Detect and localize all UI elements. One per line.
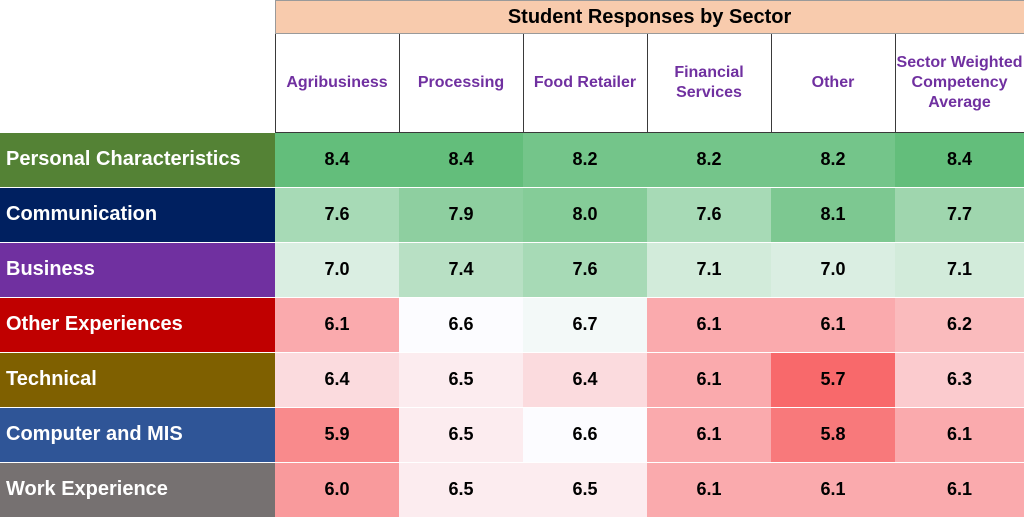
heatmap-cell: 8.4 (275, 132, 399, 188)
heatmap-cell: 7.6 (647, 187, 771, 243)
heatmap-cell: 6.1 (771, 297, 895, 353)
heatmap-cell: 8.0 (523, 187, 647, 243)
heatmap-cell: 7.6 (523, 242, 647, 298)
heatmap-cell: 7.4 (399, 242, 523, 298)
column-header: Food Retailer (522, 33, 648, 133)
column-header: Sector Weighted Competency Average (894, 33, 1024, 133)
heatmap-cell: 7.1 (895, 242, 1024, 298)
chart-title: Student Responses by Sector (274, 0, 1024, 34)
heatmap-cell: 6.5 (399, 462, 523, 518)
heatmap-cell: 8.4 (895, 132, 1024, 188)
heatmap-cell: 6.4 (523, 352, 647, 408)
heatmap-cell: 6.3 (895, 352, 1024, 408)
heatmap-cell: 6.6 (523, 407, 647, 463)
table-row: Other Experiences 6.1 6.6 6.7 6.1 6.1 6.2 (0, 297, 1024, 353)
table-row: Technical 6.4 6.5 6.4 6.1 5.7 6.3 (0, 352, 1024, 408)
heatmap-cell: 6.1 (647, 297, 771, 353)
heatmap-cell: 7.0 (771, 242, 895, 298)
column-header: Financial Services (646, 33, 772, 133)
heatmap-cell: 6.1 (771, 462, 895, 518)
heatmap-cell: 7.6 (275, 187, 399, 243)
heatmap-cell: 6.1 (647, 352, 771, 408)
heatmap-cell: 6.5 (399, 407, 523, 463)
table-row: Business 7.0 7.4 7.6 7.1 7.0 7.1 (0, 242, 1024, 298)
heatmap-cell: 5.7 (771, 352, 895, 408)
column-header: Processing (398, 33, 524, 133)
corner-blank (0, 0, 275, 34)
heatmap-cell: 6.1 (895, 407, 1024, 463)
table-row: Work Experience 6.0 6.5 6.5 6.1 6.1 6.1 (0, 462, 1024, 518)
heatmap-cell: 8.2 (771, 132, 895, 188)
row-header: Technical (0, 352, 275, 408)
table-row: Computer and MIS 5.9 6.5 6.6 6.1 5.8 6.1 (0, 407, 1024, 463)
heatmap-cell: 6.5 (523, 462, 647, 518)
heatmap-cell: 7.9 (399, 187, 523, 243)
row-header: Other Experiences (0, 297, 275, 353)
heatmap-cell: 8.4 (399, 132, 523, 188)
row-header: Communication (0, 187, 275, 243)
table-row: Communication 7.6 7.9 8.0 7.6 8.1 7.7 (0, 187, 1024, 243)
row-header: Business (0, 242, 275, 298)
heatmap-cell: 7.7 (895, 187, 1024, 243)
heatmap-cell: 8.2 (647, 132, 771, 188)
heatmap-cell: 6.1 (647, 407, 771, 463)
heatmap-cell: 6.5 (399, 352, 523, 408)
heatmap-cell: 6.0 (275, 462, 399, 518)
heatmap-cell: 8.1 (771, 187, 895, 243)
row-header: Computer and MIS (0, 407, 275, 463)
heatmap-cell: 6.1 (647, 462, 771, 518)
heatmap-cell: 7.0 (275, 242, 399, 298)
heatmap-cell: 7.1 (647, 242, 771, 298)
column-header: Agribusiness (274, 33, 400, 133)
row-header: Personal Characteristics (0, 132, 275, 188)
heatmap-cell: 6.2 (895, 297, 1024, 353)
heatmap-cell: 6.1 (895, 462, 1024, 518)
column-header: Other (770, 33, 896, 133)
heatmap-cell: 5.8 (771, 407, 895, 463)
heatmap-cell: 6.6 (399, 297, 523, 353)
heatmap-cell: 8.2 (523, 132, 647, 188)
corner-blank-lower (0, 33, 275, 133)
row-header: Work Experience (0, 462, 275, 518)
table-row: Personal Characteristics 8.4 8.4 8.2 8.2 8.2 8… (0, 132, 1024, 188)
heatmap-body: Personal Characteristics 8.4 8.4 8.2 8.2 8.2 8… (0, 132, 1024, 518)
heatmap-cell: 6.4 (275, 352, 399, 408)
heatmap-cell: 6.1 (275, 297, 399, 353)
heatmap-cell: 5.9 (275, 407, 399, 463)
heatmap-cell: 6.7 (523, 297, 647, 353)
